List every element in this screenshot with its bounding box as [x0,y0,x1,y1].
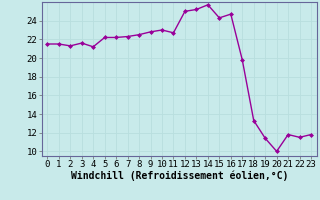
X-axis label: Windchill (Refroidissement éolien,°C): Windchill (Refroidissement éolien,°C) [70,171,288,181]
